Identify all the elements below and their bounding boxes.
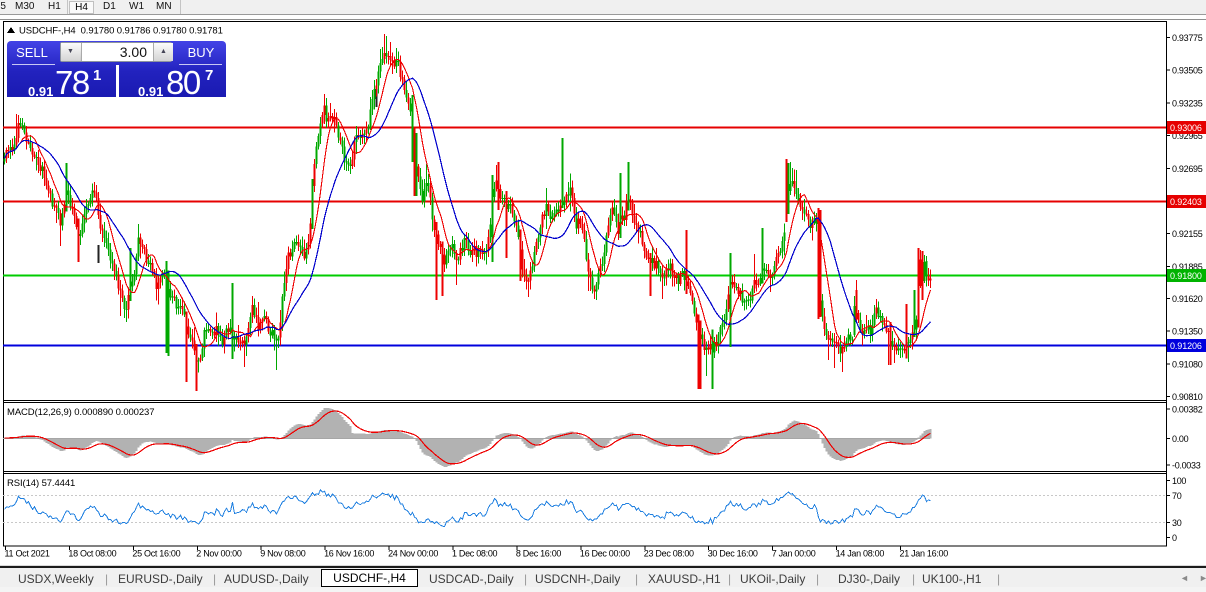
svg-text:11 Oct 2021: 11 Oct 2021 [5, 549, 50, 559]
svg-text:100: 100 [1172, 476, 1186, 486]
svg-text:70: 70 [1172, 491, 1182, 501]
svg-text:0.91800: 0.91800 [1170, 271, 1202, 281]
svg-text:0.92695: 0.92695 [1172, 164, 1203, 174]
svg-text:18 Oct 08:00: 18 Oct 08:00 [68, 549, 116, 559]
svg-text:0.93505: 0.93505 [1172, 66, 1203, 76]
svg-text:16 Nov 16:00: 16 Nov 16:00 [324, 549, 374, 559]
svg-text:14 Jan 08:00: 14 Jan 08:00 [836, 549, 885, 559]
svg-text:USDCHF-,H4 0.91780 0.91786 0.: USDCHF-,H4 0.91780 0.91786 0.91780 0.917… [19, 26, 223, 37]
svg-text:25 Oct 16:00: 25 Oct 16:00 [132, 549, 180, 559]
svg-text:0.92155: 0.92155 [1172, 229, 1203, 239]
svg-text:0.91206: 0.91206 [1170, 341, 1202, 351]
svg-text:0.90810: 0.90810 [1172, 392, 1203, 402]
svg-text:7 Jan 00:00: 7 Jan 00:00 [772, 549, 816, 559]
svg-text:0.91885: 0.91885 [1172, 262, 1203, 272]
svg-text:2 Nov 00:00: 2 Nov 00:00 [196, 549, 242, 559]
svg-text:0: 0 [1172, 533, 1177, 543]
svg-text:-0.0033: -0.0033 [1172, 461, 1201, 471]
svg-text:0.93235: 0.93235 [1172, 98, 1203, 108]
svg-text:0.91620: 0.91620 [1172, 294, 1203, 304]
svg-text:RSI(14) 57.4441: RSI(14) 57.4441 [7, 478, 75, 489]
svg-text:0.91350: 0.91350 [1172, 327, 1203, 337]
svg-text:8 Dec 16:00: 8 Dec 16:00 [516, 549, 562, 559]
svg-text:30 Dec 16:00: 30 Dec 16:00 [708, 549, 758, 559]
svg-text:0.93775: 0.93775 [1172, 33, 1203, 43]
svg-text:0.00: 0.00 [1172, 434, 1189, 444]
svg-text:16 Dec 00:00: 16 Dec 00:00 [580, 549, 630, 559]
svg-text:0.92965: 0.92965 [1172, 131, 1203, 141]
svg-text:21 Jan 16:00: 21 Jan 16:00 [900, 549, 949, 559]
svg-text:23 Dec 08:00: 23 Dec 08:00 [644, 549, 694, 559]
svg-text:0.93006: 0.93006 [1170, 123, 1202, 133]
svg-text:0.91080: 0.91080 [1172, 359, 1203, 369]
svg-text:30: 30 [1172, 518, 1182, 528]
svg-text:0.00382: 0.00382 [1172, 405, 1203, 415]
svg-text:MACD(12,26,9) 0.000890 0.00023: MACD(12,26,9) 0.000890 0.000237 [7, 407, 154, 418]
svg-text:0.92403: 0.92403 [1170, 197, 1202, 207]
svg-text:24 Nov 00:00: 24 Nov 00:00 [388, 549, 438, 559]
svg-text:9 Nov 08:00: 9 Nov 08:00 [260, 549, 306, 559]
svg-text:1 Dec 08:00: 1 Dec 08:00 [452, 549, 498, 559]
